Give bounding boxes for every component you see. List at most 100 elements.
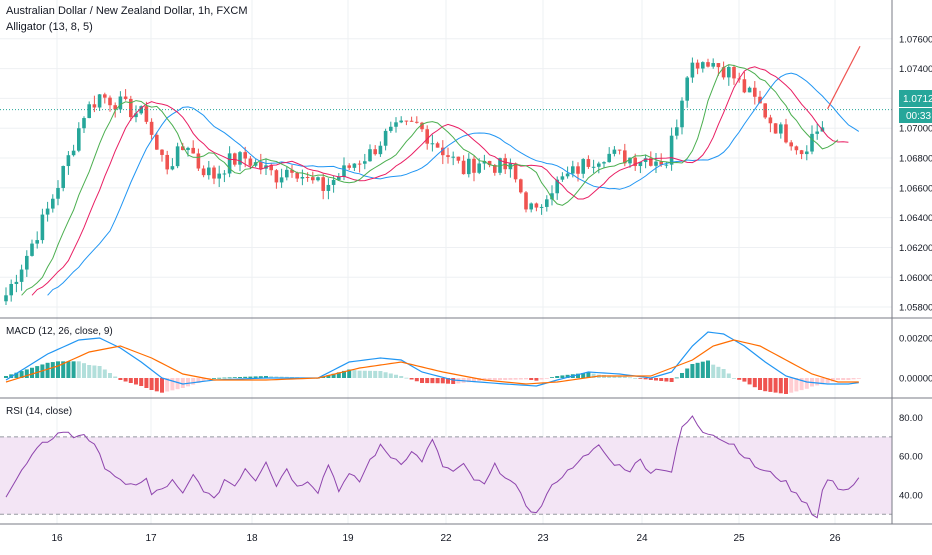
candle-body[interactable] (680, 100, 684, 128)
candle-body[interactable] (711, 63, 715, 67)
candle-body[interactable] (352, 163, 357, 168)
candle-body[interactable] (201, 168, 206, 176)
candle-body[interactable] (129, 98, 133, 118)
candle-body[interactable] (87, 104, 91, 119)
candle-body[interactable] (35, 240, 39, 244)
candle-body[interactable] (482, 160, 487, 164)
candle-body[interactable] (467, 158, 471, 175)
candle-body[interactable] (51, 198, 55, 209)
candle-body[interactable] (165, 154, 169, 170)
candle-body[interactable] (565, 173, 570, 177)
candle-body[interactable] (409, 120, 414, 122)
candle-body[interactable] (773, 123, 778, 134)
candle-body[interactable] (524, 192, 528, 210)
candle-body[interactable] (160, 149, 164, 155)
candle-body[interactable] (612, 149, 617, 154)
candle-body[interactable] (14, 281, 19, 284)
candle-body[interactable] (747, 87, 752, 93)
candle-body[interactable] (243, 152, 247, 159)
candle-body[interactable] (207, 167, 211, 176)
candle-body[interactable] (186, 147, 190, 151)
candle-body[interactable] (420, 122, 424, 130)
candle-body[interactable] (519, 179, 523, 193)
candle-body[interactable] (40, 214, 45, 241)
candle-body[interactable] (342, 165, 346, 177)
candle-body[interactable] (108, 97, 112, 106)
candle-body[interactable] (669, 135, 674, 165)
candle-body[interactable] (628, 157, 632, 164)
candle-body[interactable] (56, 187, 60, 199)
candle-body[interactable] (97, 94, 102, 108)
candle-body[interactable] (513, 163, 518, 180)
candle-body[interactable] (560, 176, 565, 180)
candle-body[interactable] (321, 177, 325, 191)
candle-body[interactable] (66, 155, 71, 167)
candle-body[interactable] (472, 158, 476, 173)
candle-body[interactable] (638, 161, 643, 167)
candle-body[interactable] (659, 161, 663, 165)
candle-body[interactable] (451, 156, 455, 158)
candle-body[interactable] (430, 143, 435, 145)
candle-body[interactable] (269, 165, 273, 171)
candle-body[interactable] (61, 166, 65, 188)
rsi-pane[interactable] (0, 415, 892, 519)
candle-body[interactable] (576, 166, 580, 174)
candle-body[interactable] (555, 179, 559, 194)
candle-body[interactable] (441, 147, 445, 156)
candle-body[interactable] (259, 162, 263, 169)
candle-body[interactable] (316, 177, 320, 181)
candle-body[interactable] (815, 131, 819, 134)
candle-body[interactable] (623, 150, 627, 164)
candle-body[interactable] (295, 172, 299, 179)
candle-body[interactable] (337, 176, 341, 180)
candle-body[interactable] (753, 87, 757, 97)
candle-body[interactable] (274, 170, 279, 183)
candle-body[interactable] (404, 120, 409, 122)
candle-body[interactable] (123, 96, 128, 99)
candle-body[interactable] (181, 146, 185, 151)
candle-body[interactable] (357, 163, 362, 165)
candle-body[interactable] (196, 153, 201, 169)
candle-body[interactable] (716, 63, 721, 68)
candle-body[interactable] (331, 179, 336, 185)
candle-body[interactable] (675, 127, 679, 136)
candle-body[interactable] (706, 62, 710, 67)
candle-body[interactable] (217, 173, 221, 179)
candle-body[interactable] (591, 166, 596, 168)
candle-body[interactable] (529, 203, 533, 210)
candle-body[interactable] (191, 147, 195, 154)
candle-body[interactable] (394, 122, 398, 127)
candle-body[interactable] (685, 77, 689, 101)
candle-body[interactable] (4, 295, 8, 302)
candle-body[interactable] (477, 163, 481, 173)
candle-body[interactable] (9, 283, 13, 296)
candle-body[interactable] (456, 156, 461, 161)
candle-body[interactable] (493, 165, 497, 173)
candle-body[interactable] (586, 159, 591, 167)
candle-body[interactable] (701, 62, 705, 69)
candle-body[interactable] (545, 199, 549, 207)
candle-body[interactable] (300, 176, 305, 179)
candle-body[interactable] (415, 121, 419, 123)
candle-body[interactable] (149, 121, 154, 135)
candle-body[interactable] (617, 149, 622, 151)
candle-body[interactable] (534, 203, 539, 208)
candle-body[interactable] (113, 105, 117, 110)
trend-projection-line[interactable] (827, 45, 861, 110)
candle-body[interactable] (368, 149, 372, 162)
candle-body[interactable] (238, 152, 242, 165)
candle-body[interactable] (721, 67, 726, 78)
candle-body[interactable] (695, 62, 700, 69)
candle-body[interactable] (279, 177, 284, 183)
candle-body[interactable] (92, 104, 97, 108)
candle-body[interactable] (77, 128, 81, 151)
candle-body[interactable] (539, 206, 544, 208)
candle-body[interactable] (45, 208, 50, 215)
candle-body[interactable] (799, 150, 804, 155)
candle-body[interactable] (794, 146, 799, 151)
candle-body[interactable] (727, 66, 731, 78)
candle-body[interactable] (779, 124, 783, 134)
candle-body[interactable] (633, 157, 637, 167)
candle-body[interactable] (134, 113, 138, 118)
candle-body[interactable] (768, 117, 773, 124)
